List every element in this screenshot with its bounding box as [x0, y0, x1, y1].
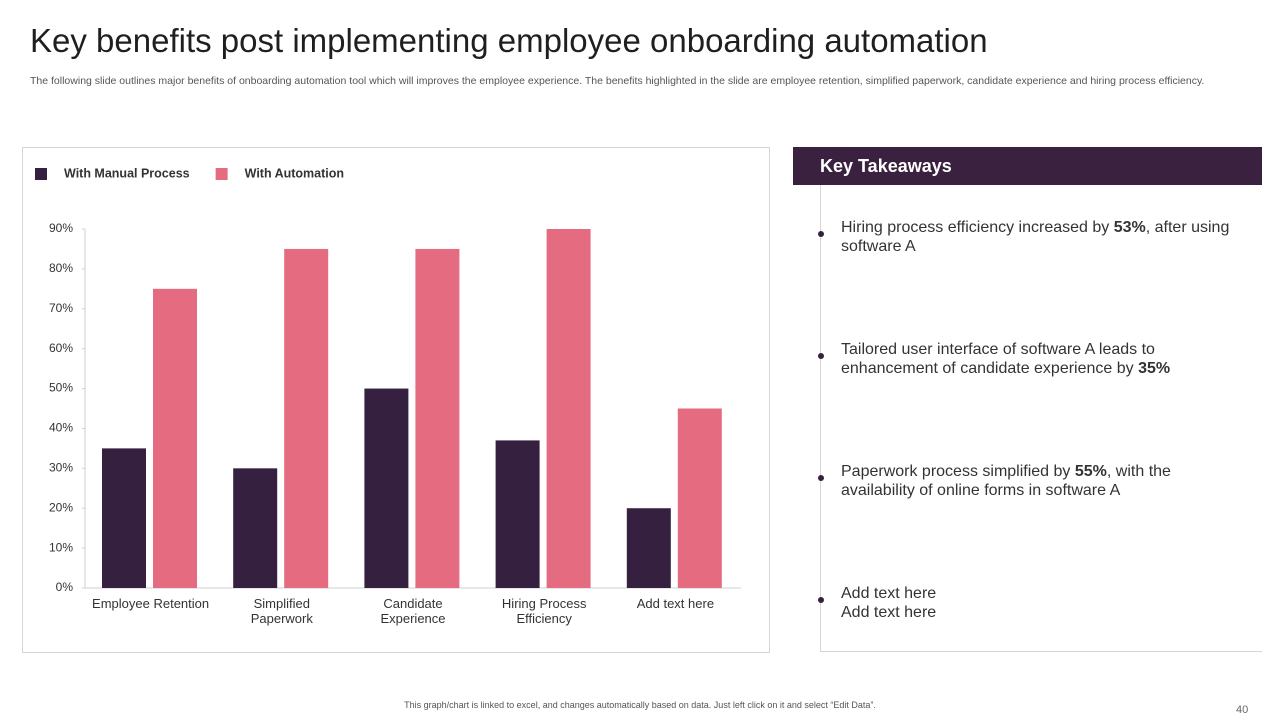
y-tick-label: 70%: [49, 301, 73, 315]
legend-swatch: [215, 168, 228, 180]
divider: [820, 185, 821, 652]
takeaway-text: Paperwork process simplified by: [841, 463, 1075, 480]
page-number: 40: [1236, 704, 1249, 716]
takeaway-text: , after using software A: [841, 219, 1230, 255]
takeaway-text: 53%: [1113, 219, 1146, 236]
bar: [102, 448, 146, 588]
y-tick-label: 30%: [49, 461, 73, 475]
takeaway: Hiring process efficiency increased by 5…: [841, 218, 1241, 256]
y-tick-label: 90%: [49, 221, 73, 235]
bar: [364, 388, 409, 588]
legend-label: With Manual Process: [64, 166, 190, 180]
takeaways-heading: Key Takeaways: [793, 147, 1262, 185]
bar: [233, 468, 278, 588]
takeaway-line: Add text here: [841, 603, 1241, 622]
takeaway-line: Hiring process efficiency increased by 5…: [841, 218, 1241, 256]
subtitle: The following slide outlines major benef…: [30, 75, 1205, 87]
bullet: [818, 231, 824, 237]
takeaway-line: Paperwork process simplified by 55%, wit…: [841, 462, 1241, 500]
bullet: [818, 597, 824, 603]
bar: [153, 288, 197, 588]
title: Key benefits post implementing employee …: [30, 22, 988, 59]
takeaway-text: Hiring process efficiency increased by: [841, 219, 1114, 236]
bullet: [818, 475, 824, 481]
x-tick-label: Add text here: [636, 596, 715, 611]
y-tick-label: 10%: [49, 540, 73, 554]
bullet: [818, 353, 824, 359]
bar: [495, 440, 540, 588]
y-tick-label: 80%: [49, 261, 73, 275]
takeaway-text: Add text here: [841, 604, 937, 621]
x-tick-label: Simplified Paperwork: [250, 596, 313, 626]
legend-swatch: [35, 168, 47, 180]
bar: [284, 248, 329, 588]
y-tick-label: 50%: [49, 381, 73, 395]
y-tick-label: 60%: [49, 341, 73, 355]
takeaway-text: 35%: [1138, 360, 1171, 377]
takeaway-line: Add text here: [841, 584, 1241, 603]
y-tick-label: 40%: [49, 421, 73, 435]
bar: [415, 248, 460, 588]
takeaway: Add text here Add text here: [841, 584, 1241, 622]
takeaway-text: , with the availability of online forms …: [841, 463, 1171, 499]
takeaway: Tailored user interface of software A le…: [841, 340, 1241, 378]
takeaway-line: Tailored user interface of software A le…: [841, 340, 1241, 378]
footnote: This graph/chart is linked to excel, and…: [404, 700, 876, 710]
takeaway-text: Add text here: [841, 585, 937, 602]
x-tick-label: Candidate Experience: [380, 596, 446, 626]
takeaway: Paperwork process simplified by 55%, wit…: [841, 462, 1241, 500]
bar: [626, 508, 671, 588]
y-tick-label: 20%: [49, 500, 73, 514]
chart-panel: 0% 10% 20% 30% 40% 50% 60% 70% 80% 90% With Manual…: [22, 147, 770, 653]
divider: [820, 651, 1262, 652]
x-tick-label: Hiring Process Efficiency: [501, 596, 587, 626]
y-tick-label: 0%: [56, 580, 74, 594]
bar: [546, 229, 591, 588]
bar: [677, 408, 722, 588]
chart: 0% 10% 20% 30% 40% 50% 60% 70% 80% 90% With Manual…: [35, 166, 741, 594]
takeaway-text: Tailored user interface of software A le…: [841, 341, 1155, 377]
legend-label: With Automation: [245, 166, 344, 180]
x-tick-label: Employee Retention: [92, 596, 210, 611]
takeaway-text: 55%: [1074, 463, 1107, 480]
